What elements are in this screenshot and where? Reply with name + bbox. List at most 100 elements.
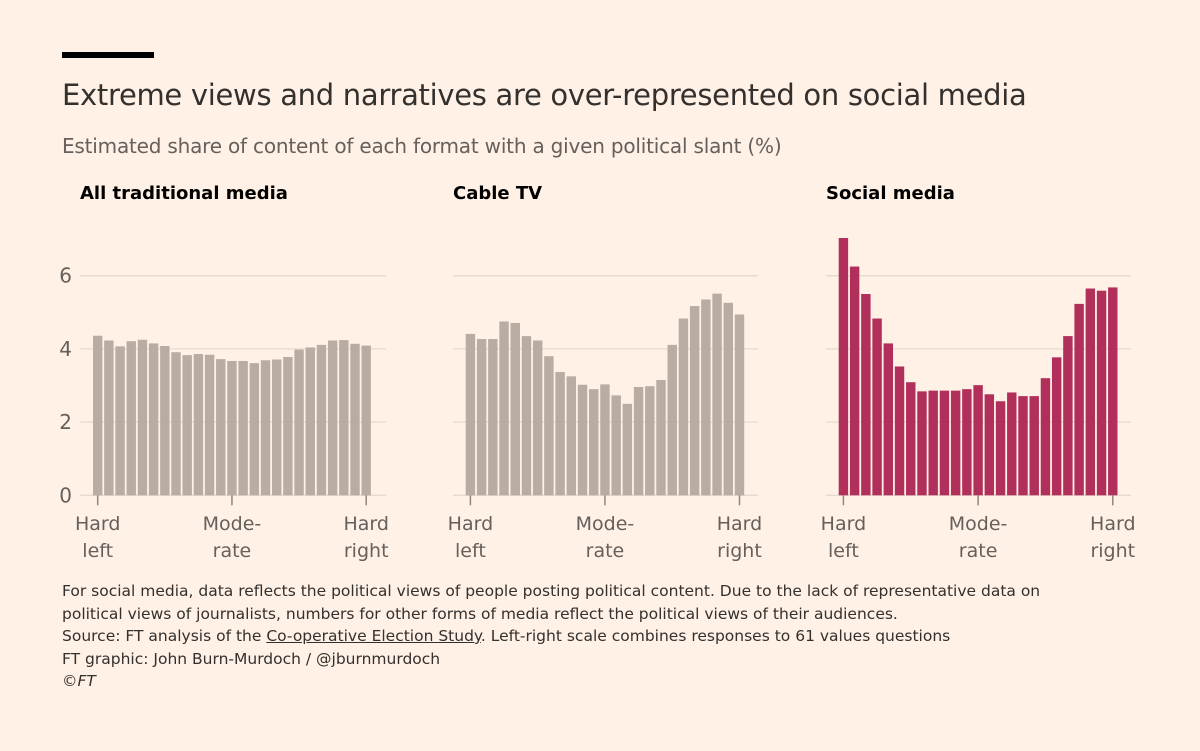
bar xyxy=(723,302,733,496)
bar xyxy=(995,401,1006,496)
bar xyxy=(633,386,644,496)
source-line: Source: FT analysis of the Co-operative … xyxy=(62,625,1040,648)
bar xyxy=(1018,396,1028,496)
copyright: ©FT xyxy=(62,672,96,690)
bar xyxy=(499,321,509,496)
footer: For social media, data reflects the poli… xyxy=(62,580,1040,693)
x-tick-label: Hard xyxy=(343,513,388,535)
bar xyxy=(350,343,360,496)
bar xyxy=(521,336,532,496)
bar xyxy=(566,376,577,496)
bar xyxy=(465,333,476,496)
bar xyxy=(1085,288,1096,496)
x-tick-label: Mode- xyxy=(203,513,262,535)
bar xyxy=(171,352,181,496)
x-tick-label: Hard xyxy=(75,513,120,535)
bar xyxy=(544,356,554,496)
x-tick-label: rate xyxy=(586,540,625,562)
x-tick-label: Hard xyxy=(448,513,493,535)
source-suffix: . Left-right scale combines responses to… xyxy=(480,627,951,645)
bar xyxy=(928,390,938,496)
bar xyxy=(160,345,170,496)
bar xyxy=(734,314,745,496)
bar xyxy=(589,389,599,496)
bar xyxy=(1007,392,1017,496)
panel-title-traditional: All traditional media xyxy=(80,183,288,204)
bar xyxy=(305,347,315,496)
bar xyxy=(294,349,304,496)
bar xyxy=(1074,303,1084,496)
bar xyxy=(645,386,655,496)
bar xyxy=(361,345,371,496)
panel-title-social: Social media xyxy=(826,183,955,204)
y-tick-label: 6 xyxy=(59,264,72,288)
x-tick-label: left xyxy=(82,540,113,562)
bar xyxy=(577,384,588,496)
x-tick-label: Mode- xyxy=(576,513,635,535)
bar xyxy=(849,266,860,496)
bar xyxy=(667,344,677,496)
bar xyxy=(238,360,248,496)
x-tick-label: rate xyxy=(959,540,998,562)
chart-title: Extreme views and narratives are over-re… xyxy=(62,78,1027,112)
bar xyxy=(93,335,103,496)
x-tick-label: Hard xyxy=(717,513,762,535)
bar xyxy=(701,299,711,496)
footnote-line-2: political views of journalists, numbers … xyxy=(62,604,898,623)
bar xyxy=(678,318,689,496)
bar xyxy=(689,306,700,496)
x-tick-label: right xyxy=(1090,540,1135,562)
bar xyxy=(204,354,215,496)
bar xyxy=(488,339,498,496)
footnote-line-1: For social media, data reflects the poli… xyxy=(62,582,1041,600)
ft-accent-bar xyxy=(62,52,154,58)
bar xyxy=(656,380,666,496)
credit-line: FT graphic: John Burn-Murdoch / @jburnmu… xyxy=(62,649,441,668)
y-tick-label: 2 xyxy=(59,410,72,434)
bar xyxy=(104,340,114,496)
bar xyxy=(1029,396,1039,496)
bar xyxy=(476,339,487,496)
x-tick-label: right xyxy=(717,540,762,562)
bar xyxy=(962,389,972,496)
x-tick-label: Mode- xyxy=(949,513,1008,535)
bar xyxy=(510,322,520,496)
bar xyxy=(182,355,192,496)
panel-title-cable: Cable TV xyxy=(453,183,543,204)
bar xyxy=(906,382,916,496)
bar xyxy=(216,359,226,496)
bar xyxy=(148,343,159,496)
source-link[interactable]: Co-operative Election Study xyxy=(266,627,481,645)
bar xyxy=(283,356,293,496)
bar xyxy=(555,371,565,496)
bar xyxy=(260,360,271,496)
bar xyxy=(193,354,204,496)
bar xyxy=(249,363,260,496)
y-tick-label: 4 xyxy=(59,337,72,361)
bar xyxy=(1051,357,1062,496)
bar xyxy=(115,346,125,496)
bar xyxy=(316,344,327,496)
bar xyxy=(622,403,633,496)
bar xyxy=(126,341,136,496)
bar xyxy=(712,293,722,496)
bar xyxy=(1040,378,1051,496)
bar xyxy=(339,340,349,496)
bar xyxy=(872,318,882,496)
x-tick-label: left xyxy=(828,540,859,562)
bar xyxy=(861,294,871,496)
bar xyxy=(611,395,621,496)
bar xyxy=(327,340,338,496)
x-tick-label: rate xyxy=(213,540,252,562)
y-tick-label: 0 xyxy=(59,483,72,507)
bar xyxy=(950,390,961,496)
bar xyxy=(939,390,950,496)
bar xyxy=(894,366,905,496)
x-tick-label: Hard xyxy=(821,513,866,535)
bar xyxy=(984,394,995,496)
bar xyxy=(600,384,610,496)
bar xyxy=(883,343,894,496)
source-prefix: Source: FT analysis of the xyxy=(62,627,267,645)
x-tick-label: left xyxy=(455,540,486,562)
